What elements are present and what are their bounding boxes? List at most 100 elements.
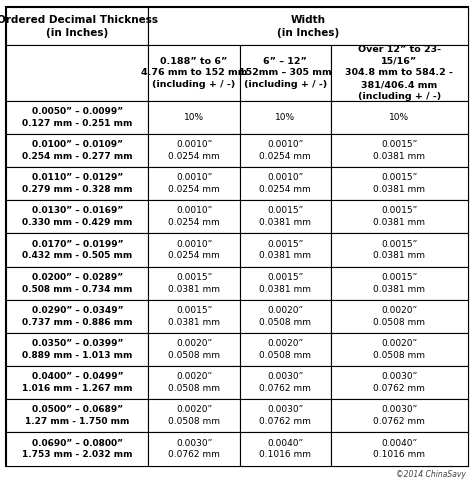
Bar: [6, 267, 148, 300]
Bar: [6, 300, 148, 333]
Text: 0.0020”
0.0508 mm: 0.0020” 0.0508 mm: [168, 339, 220, 360]
Text: 0.0170” – 0.0199”
0.432 mm - 0.505 mm: 0.0170” – 0.0199” 0.432 mm - 0.505 mm: [22, 240, 132, 260]
Bar: [148, 200, 240, 233]
Bar: [240, 432, 331, 466]
Text: 0.0030”
0.0762 mm: 0.0030” 0.0762 mm: [374, 406, 425, 426]
Text: 0.0130” – 0.0169”
0.330 mm - 0.429 mm: 0.0130” – 0.0169” 0.330 mm - 0.429 mm: [22, 206, 132, 227]
Text: 0.0030”
0.0762 mm: 0.0030” 0.0762 mm: [168, 439, 220, 459]
Bar: [331, 134, 468, 167]
Text: 0.0020”
0.0508 mm: 0.0020” 0.0508 mm: [374, 306, 425, 327]
Text: 6” – 12”
152mm – 305 mm
(including + / -): 6” – 12” 152mm – 305 mm (including + / -…: [239, 57, 332, 89]
Bar: [240, 101, 331, 134]
Bar: [6, 7, 148, 45]
Text: 0.0015”
0.0381 mm: 0.0015” 0.0381 mm: [374, 206, 425, 227]
Bar: [240, 267, 331, 300]
Bar: [331, 399, 468, 432]
Text: 0.0040”
0.1016 mm: 0.0040” 0.1016 mm: [374, 439, 425, 459]
Text: 0.0020”
0.0508 mm: 0.0020” 0.0508 mm: [168, 406, 220, 426]
Bar: [6, 333, 148, 366]
Text: Width
(in Inches): Width (in Inches): [277, 15, 339, 38]
Text: 0.0015”
0.0381 mm: 0.0015” 0.0381 mm: [374, 173, 425, 194]
Text: 0.0110” – 0.0129”
0.279 mm - 0.328 mm: 0.0110” – 0.0129” 0.279 mm - 0.328 mm: [22, 173, 133, 194]
Text: 0.0010”
0.0254 mm: 0.0010” 0.0254 mm: [259, 140, 311, 161]
Bar: [6, 432, 148, 466]
Text: 0.0350” – 0.0399”
0.889 mm - 1.013 mm: 0.0350” – 0.0399” 0.889 mm - 1.013 mm: [22, 339, 132, 360]
Text: 0.0015”
0.0381 mm: 0.0015” 0.0381 mm: [259, 273, 311, 293]
Text: 0.0010”
0.0254 mm: 0.0010” 0.0254 mm: [168, 140, 220, 161]
Text: 0.0015”
0.0381 mm: 0.0015” 0.0381 mm: [259, 240, 311, 260]
Bar: [6, 233, 148, 267]
Text: 0.0020”
0.0508 mm: 0.0020” 0.0508 mm: [259, 306, 311, 327]
Text: 0.0015”
0.0381 mm: 0.0015” 0.0381 mm: [168, 273, 220, 293]
Text: 0.0040”
0.1016 mm: 0.0040” 0.1016 mm: [259, 439, 311, 459]
Text: 0.0030”
0.0762 mm: 0.0030” 0.0762 mm: [374, 372, 425, 393]
Bar: [331, 200, 468, 233]
Text: 0.0030”
0.0762 mm: 0.0030” 0.0762 mm: [259, 406, 311, 426]
Text: 0.0500” – 0.0689”
1.27 mm - 1.750 mm: 0.0500” – 0.0689” 1.27 mm - 1.750 mm: [25, 406, 129, 426]
Bar: [331, 101, 468, 134]
Text: 0.0015”
0.0381 mm: 0.0015” 0.0381 mm: [374, 140, 425, 161]
Text: ©2014 ChinaSavy: ©2014 ChinaSavy: [396, 469, 466, 479]
Bar: [240, 366, 331, 399]
Bar: [148, 45, 240, 101]
Bar: [148, 399, 240, 432]
Bar: [6, 134, 148, 167]
Bar: [6, 200, 148, 233]
Text: 0.0020”
0.0508 mm: 0.0020” 0.0508 mm: [259, 339, 311, 360]
Bar: [331, 300, 468, 333]
Text: 0.0010”
0.0254 mm: 0.0010” 0.0254 mm: [168, 173, 220, 194]
Bar: [148, 267, 240, 300]
Bar: [240, 300, 331, 333]
Bar: [148, 167, 240, 200]
Bar: [148, 101, 240, 134]
Bar: [148, 233, 240, 267]
Text: 0.0015”
0.0381 mm: 0.0015” 0.0381 mm: [168, 306, 220, 327]
Bar: [240, 233, 331, 267]
Text: 0.0015”
0.0381 mm: 0.0015” 0.0381 mm: [374, 240, 425, 260]
Text: 0.0030”
0.0762 mm: 0.0030” 0.0762 mm: [259, 372, 311, 393]
Bar: [240, 333, 331, 366]
Text: Ordered Decimal Thickness
(in Inches): Ordered Decimal Thickness (in Inches): [0, 15, 158, 38]
Bar: [6, 366, 148, 399]
Text: 0.0020”
0.0508 mm: 0.0020” 0.0508 mm: [168, 372, 220, 393]
Text: 0.0200” – 0.0289”
0.508 mm - 0.734 mm: 0.0200” – 0.0289” 0.508 mm - 0.734 mm: [22, 273, 132, 293]
Text: 0.188” to 6”
4.76 mm to 152 mm
(including + / -): 0.188” to 6” 4.76 mm to 152 mm (includin…: [141, 57, 247, 89]
Text: 0.0010”
0.0254 mm: 0.0010” 0.0254 mm: [168, 240, 220, 260]
Bar: [331, 45, 468, 101]
Bar: [6, 167, 148, 200]
Bar: [331, 167, 468, 200]
Bar: [148, 366, 240, 399]
Bar: [331, 267, 468, 300]
Bar: [331, 233, 468, 267]
Text: 0.0400” – 0.0499”
1.016 mm - 1.267 mm: 0.0400” – 0.0499” 1.016 mm - 1.267 mm: [22, 372, 133, 393]
Bar: [240, 200, 331, 233]
Bar: [240, 134, 331, 167]
Text: 0.0020”
0.0508 mm: 0.0020” 0.0508 mm: [374, 339, 425, 360]
Text: 0.0050” – 0.0099”
0.127 mm - 0.251 mm: 0.0050” – 0.0099” 0.127 mm - 0.251 mm: [22, 107, 132, 128]
Text: Over 12” to 23-
15/16”
304.8 mm to 584.2 -
381/406.4 mm
(including + / -): Over 12” to 23- 15/16” 304.8 mm to 584.2…: [346, 45, 453, 101]
Text: 10%: 10%: [275, 113, 295, 122]
Text: 10%: 10%: [184, 113, 204, 122]
Bar: [6, 45, 148, 101]
Text: 0.0010”
0.0254 mm: 0.0010” 0.0254 mm: [168, 206, 220, 227]
Text: 0.0690” – 0.0800”
1.753 mm - 2.032 mm: 0.0690” – 0.0800” 1.753 mm - 2.032 mm: [22, 439, 133, 459]
Text: 0.0100” – 0.0109”
0.254 mm - 0.277 mm: 0.0100” – 0.0109” 0.254 mm - 0.277 mm: [22, 140, 133, 161]
Bar: [148, 432, 240, 466]
Text: 0.0015”
0.0381 mm: 0.0015” 0.0381 mm: [259, 206, 311, 227]
Bar: [6, 101, 148, 134]
Text: 0.0290” – 0.0349”
0.737 mm - 0.886 mm: 0.0290” – 0.0349” 0.737 mm - 0.886 mm: [22, 306, 133, 327]
Text: 10%: 10%: [389, 113, 410, 122]
Text: 0.0015”
0.0381 mm: 0.0015” 0.0381 mm: [374, 273, 425, 293]
Bar: [240, 167, 331, 200]
Bar: [148, 7, 468, 45]
Bar: [148, 134, 240, 167]
Bar: [331, 366, 468, 399]
Bar: [240, 399, 331, 432]
Bar: [6, 399, 148, 432]
Bar: [331, 432, 468, 466]
Bar: [240, 45, 331, 101]
Bar: [331, 333, 468, 366]
Bar: [148, 300, 240, 333]
Bar: [148, 333, 240, 366]
Text: 0.0010”
0.0254 mm: 0.0010” 0.0254 mm: [259, 173, 311, 194]
